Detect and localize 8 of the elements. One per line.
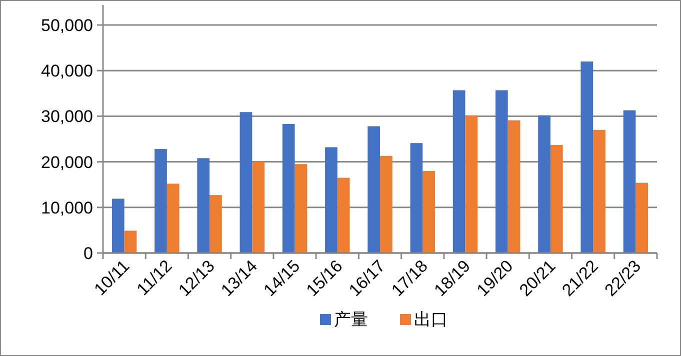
y-tick-label: 10,000 [41,198,93,218]
y-tick-label: 40,000 [41,62,93,81]
legend-label: 产量 [334,310,368,329]
y-tick-label: 0 [84,244,93,263]
y-tick-label: 30,000 [41,107,93,126]
y-tick-label: 20,000 [41,152,93,172]
legend-label: 出口 [414,310,448,329]
y-tick-label: 50,000 [41,16,93,35]
